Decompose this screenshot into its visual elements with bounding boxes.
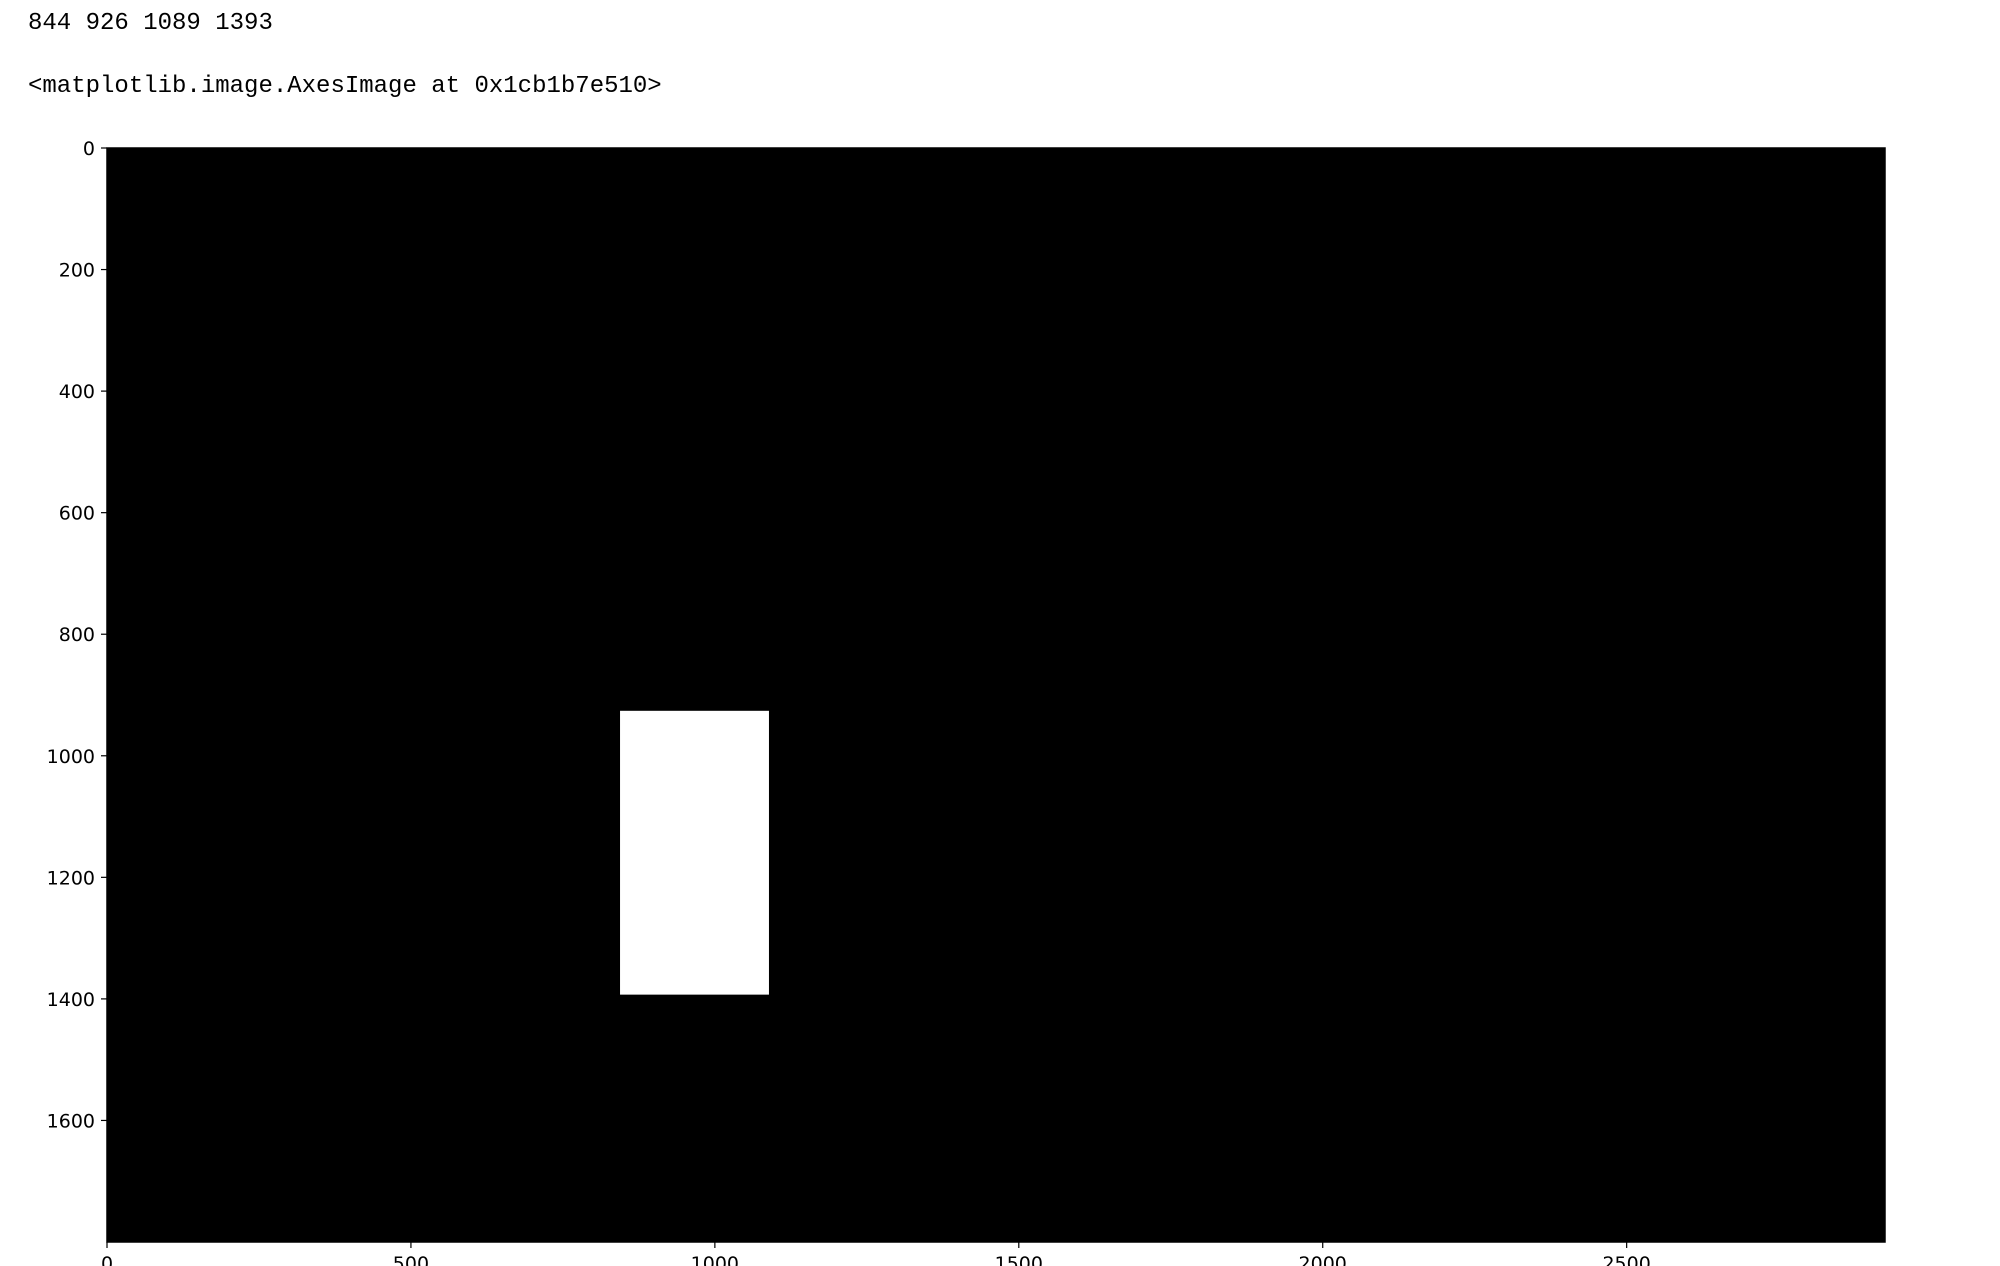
y-tick-label: 1000	[47, 746, 95, 768]
y-tick-label: 1200	[47, 867, 95, 889]
image-white-rectangle	[620, 710, 769, 995]
cell-output-repr: <matplotlib.image.AxesImage at 0x1cb1b7e…	[28, 73, 662, 100]
cell-output-coordinates: 844 926 1089 1393	[28, 10, 273, 37]
y-tick-label: 1400	[47, 989, 95, 1011]
axes-frame	[106, 147, 1886, 1243]
image-background	[107, 148, 1885, 1242]
x-tick-label: 1500	[995, 1253, 1043, 1266]
y-tick-label: 600	[59, 503, 95, 525]
y-tick-label: 400	[59, 381, 95, 403]
axes: 0 500 1000 1500 2000 2500 0 200 400 600 800 1000 120…	[47, 138, 1886, 1266]
y-tick-label: 1600	[47, 1110, 95, 1132]
x-tick-label: 0	[101, 1253, 113, 1266]
x-tick-label: 2000	[1299, 1253, 1347, 1266]
y-tick-label: 200	[59, 260, 95, 282]
x-tick-label: 500	[393, 1253, 429, 1266]
y-tick-label: 800	[59, 624, 95, 646]
x-tick-label: 1000	[691, 1253, 739, 1266]
x-tick-label: 2500	[1602, 1253, 1650, 1266]
y-tick-label: 0	[83, 138, 95, 160]
